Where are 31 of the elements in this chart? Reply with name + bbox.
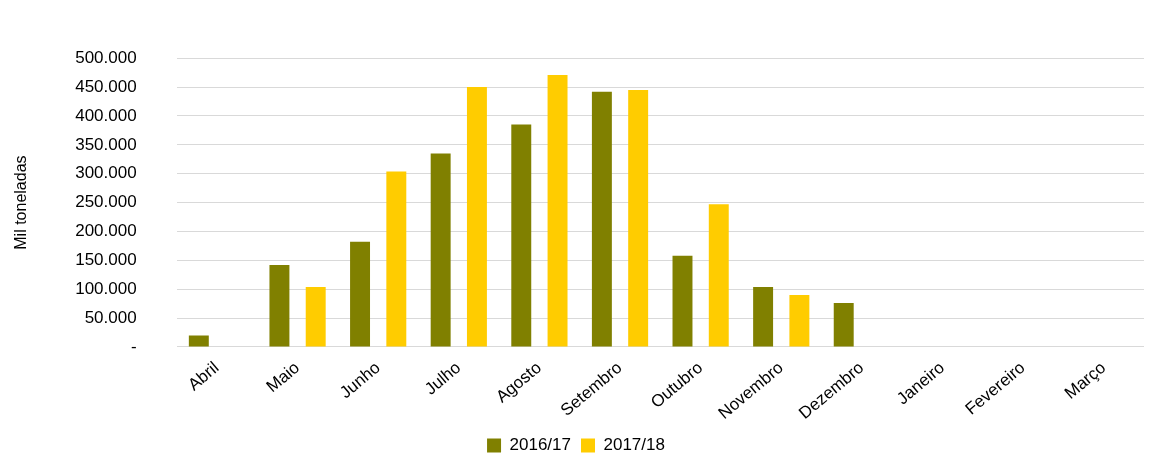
y-tick-label: 350.000: [75, 134, 137, 154]
bar: [628, 89, 649, 347]
y-tick-label: 450.000: [75, 76, 137, 96]
bar: [708, 204, 729, 347]
bar: [269, 264, 290, 347]
bar: [386, 171, 407, 347]
y-tick-label: 300.000: [75, 163, 137, 183]
y-tick-label: 200.000: [75, 221, 137, 241]
bar: [672, 255, 693, 347]
bar: [591, 91, 612, 347]
bar: [188, 335, 209, 347]
bar: [547, 74, 568, 347]
bar: [305, 286, 326, 347]
x-tick-label: Maio: [262, 357, 304, 397]
bar: [753, 286, 774, 347]
y-tick-label: 150.000: [75, 250, 137, 270]
legend-label: 2017/18: [603, 435, 665, 455]
y-tick-label: 400.000: [75, 105, 137, 125]
bar: [511, 124, 532, 347]
bar: [789, 294, 810, 347]
bar: [833, 303, 854, 347]
y-tick-label: 250.000: [75, 192, 137, 212]
y-axis-title: Mil toneladas: [12, 155, 30, 250]
y-tick-label: 500.000: [75, 47, 137, 67]
y-tick-label: -: [130, 336, 137, 356]
y-tick-label: 50.000: [84, 307, 137, 327]
legend-label: 2016/17: [509, 435, 571, 455]
bar: [466, 87, 487, 347]
bar: [350, 241, 371, 347]
y-tick-label: 100.000: [75, 278, 137, 298]
bar: [430, 153, 451, 347]
